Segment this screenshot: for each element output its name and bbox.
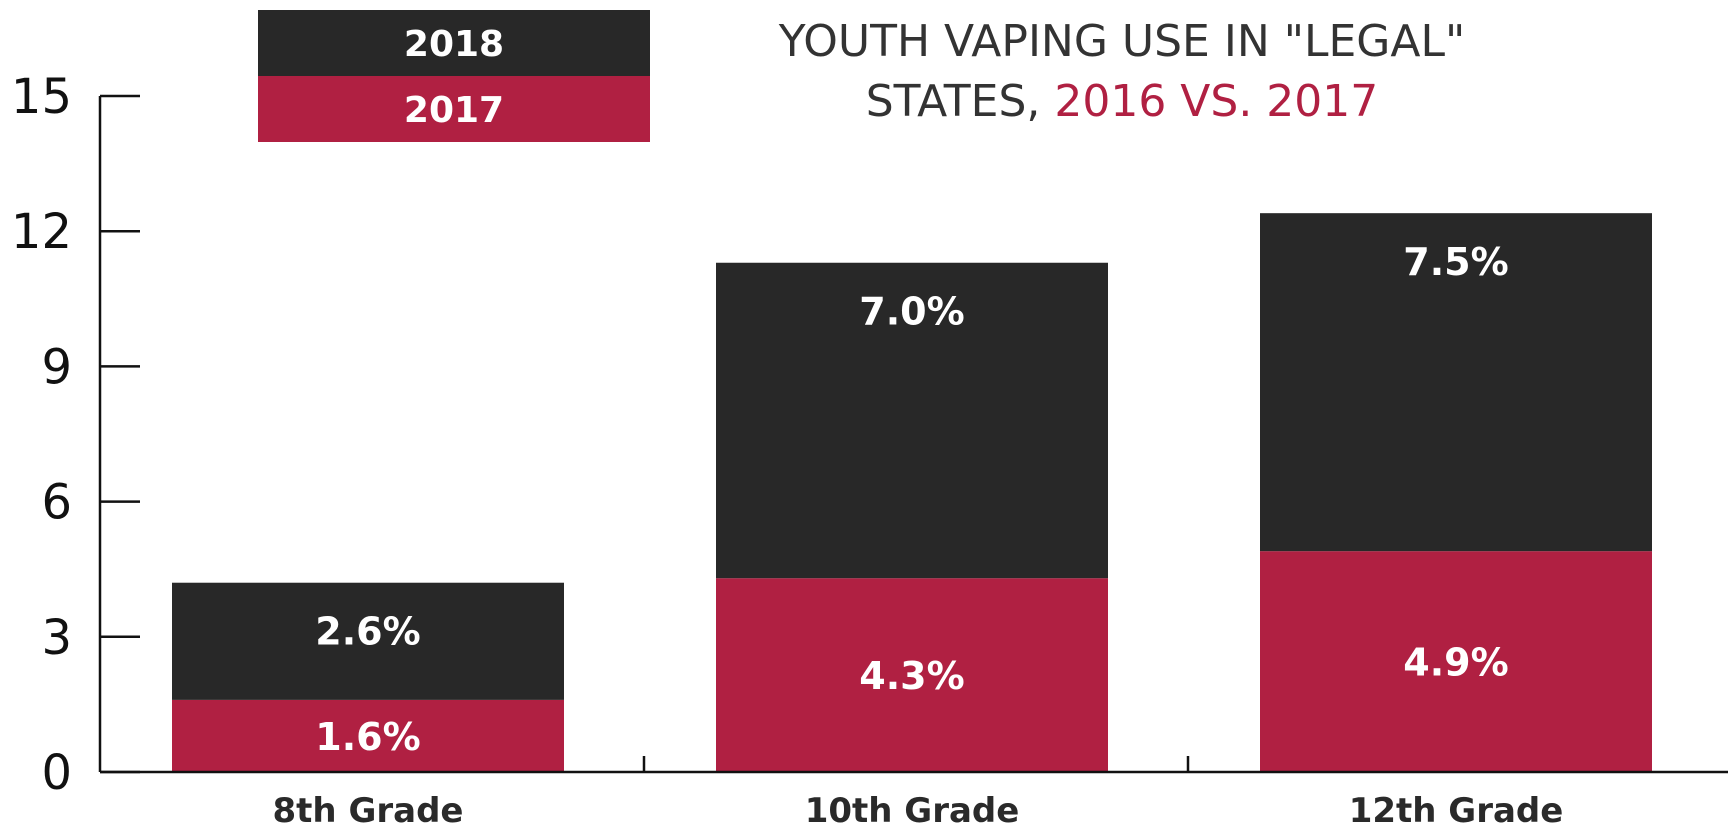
legend-label: 2018	[404, 24, 504, 65]
legend: 2018 2017	[258, 10, 650, 142]
y-tick-label: 6	[41, 475, 72, 531]
bar-segment-2018	[172, 582, 564, 700]
data-label: 4.3%	[859, 654, 964, 698]
x-ticks: 8th Grade 10th Grade 12th Grade	[273, 756, 1564, 828]
title-part: 2016 VS. 2017	[1054, 76, 1378, 127]
y-tick-label: 12	[11, 204, 72, 260]
axes-layer	[98, 96, 1728, 774]
y-tick-label: 9	[41, 339, 72, 395]
x-category-label: 8th Grade	[273, 791, 464, 828]
x-category-label: 10th Grade	[805, 791, 1020, 828]
value-labels: 1.6% 2.6% 4.3% 7.0% 4.9% 7.5%	[315, 240, 1508, 759]
bar-segment-2017	[172, 699, 564, 772]
title-part: YOUTH VAPING USE IN "LEGAL"	[778, 16, 1465, 67]
data-label: 4.9%	[1403, 641, 1508, 685]
bars-layer	[172, 213, 1652, 772]
title-part: STATES,	[866, 76, 1055, 127]
data-label: 1.6%	[315, 715, 420, 759]
bar-segment-2017	[716, 578, 1108, 772]
y-tick-label: 3	[41, 610, 72, 666]
chart-title: YOUTH VAPING USE IN "LEGAL" STATES, 2016 …	[778, 16, 1465, 127]
y-tick-label: 0	[41, 745, 72, 801]
bar-segment-2017	[1260, 551, 1652, 772]
legend-label: 2017	[404, 90, 504, 131]
data-label: 2.6%	[315, 610, 420, 654]
y-tick-label: 15	[11, 69, 72, 125]
data-label: 7.5%	[1403, 240, 1508, 284]
x-category-label: 12th Grade	[1349, 791, 1564, 828]
legend-swatch	[258, 76, 650, 142]
legend-swatch	[258, 10, 650, 76]
bar-segment-2018	[1260, 213, 1652, 552]
y-ticks: 0 3 6 9 12 15	[11, 69, 140, 801]
data-label: 7.0%	[859, 290, 964, 334]
bar-segment-2018	[716, 262, 1108, 579]
